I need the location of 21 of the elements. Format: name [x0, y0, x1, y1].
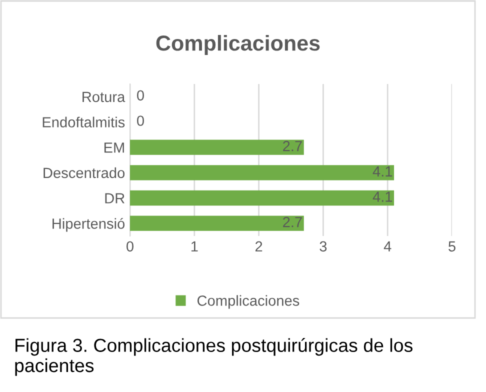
data-label: 2.7 [283, 140, 302, 152]
data-label: 2.7 [283, 216, 302, 228]
data-label: 0 [137, 90, 144, 101]
y-tick-label: Hipertensió [52, 218, 125, 232]
x-tick-label: 3 [320, 241, 327, 252]
x-tick-label: 4 [384, 241, 392, 252]
data-label: 4.1 [372, 166, 392, 176]
y-tick-label: DR [105, 193, 124, 204]
data-label: 0 [137, 116, 144, 126]
chart-title: Complicaciones [156, 34, 320, 56]
x-tick-label: 5 [448, 241, 456, 252]
x-tick-label: 0 [126, 241, 134, 252]
legend-label: Complicaciones [197, 295, 300, 309]
y-tick-label: EM [104, 142, 124, 153]
x-tick-label: 2 [255, 241, 262, 252]
text: Figura 3. Complicaciones postquirúrgicas de los pacientes [15, 338, 412, 376]
x-tick-label: 1 [191, 241, 198, 252]
y-tick-label: Rotura [82, 92, 126, 102]
y-tick-label: Endoftalmitis [42, 116, 125, 128]
y-tick-label: Descentrado [44, 167, 125, 178]
data-label: 4.1 [372, 192, 392, 202]
